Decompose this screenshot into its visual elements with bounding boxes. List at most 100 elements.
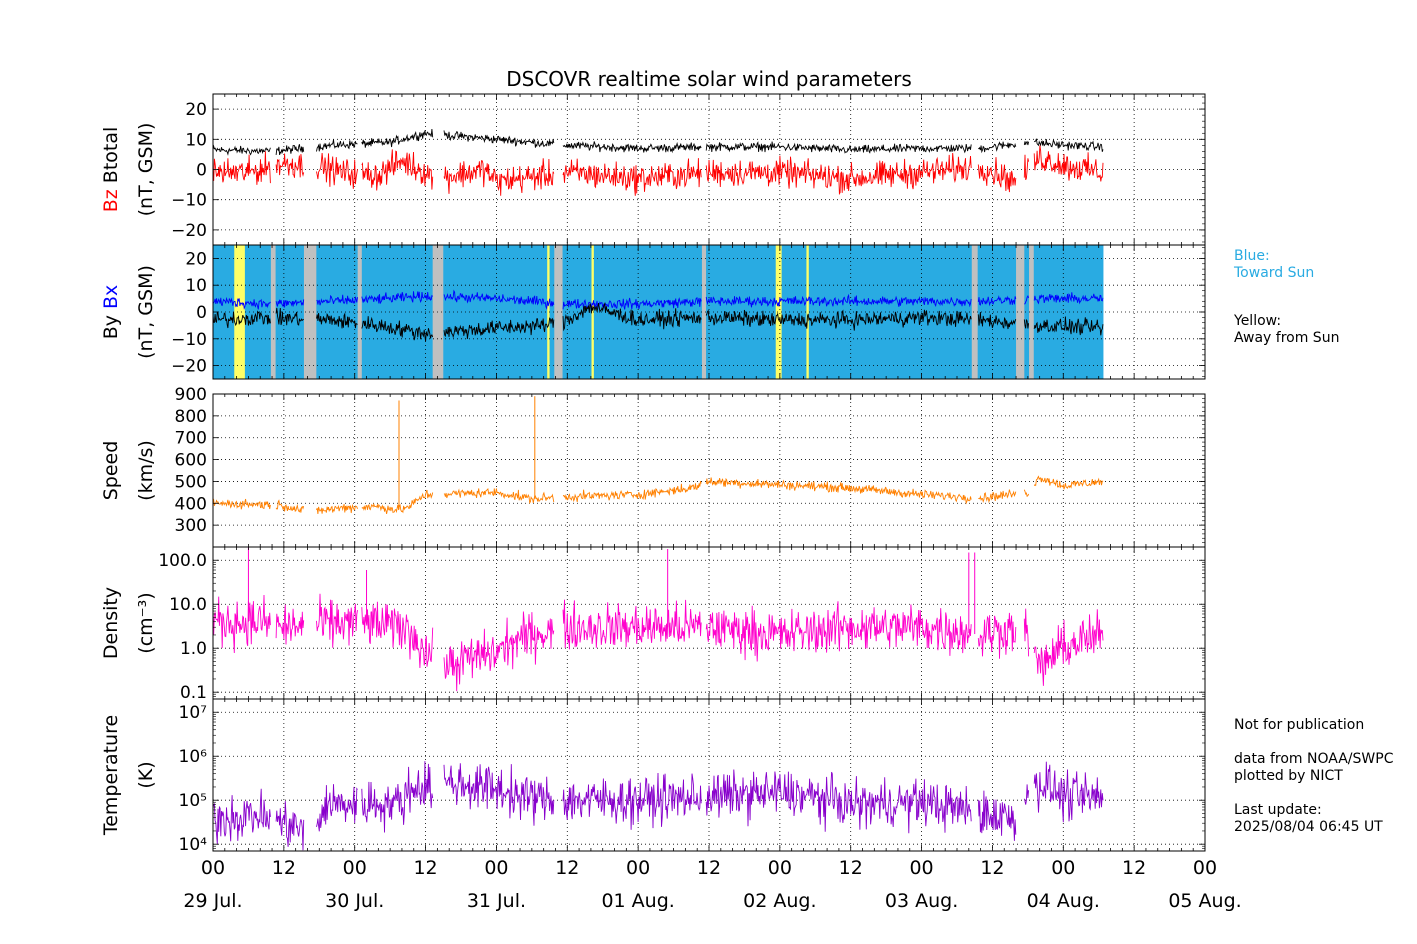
- series-btotal-line: [212, 128, 1104, 156]
- legend-blue-label: Blue:: [1234, 248, 1270, 264]
- date-label: 05 Aug.: [1168, 890, 1241, 912]
- x-tick-label: 12: [413, 857, 437, 879]
- y-tick-label: 10⁶: [179, 747, 208, 767]
- series-speed-line: [212, 475, 1104, 515]
- y-axis-label-part: By: [100, 315, 122, 339]
- date-label: 31 Jul.: [467, 890, 526, 912]
- y-tick-label: 10⁵: [179, 791, 207, 811]
- y-axis-label-part: Bx: [100, 285, 122, 315]
- x-tick-label: 00: [484, 857, 508, 879]
- y-axis-label-line1: Density: [100, 587, 122, 659]
- last-update-label: Last update:: [1234, 802, 1322, 818]
- x-tick-label: 12: [980, 857, 1004, 879]
- date-label: 29 Jul.: [183, 890, 242, 912]
- no-data-sector: [357, 245, 362, 379]
- date-label: 03 Aug.: [885, 890, 958, 912]
- last-update-value: 2025/08/04 06:45 UT: [1234, 819, 1383, 835]
- y-tick-label: 700: [175, 429, 207, 449]
- legend-yellow-text: Away from Sun: [1234, 330, 1340, 346]
- y-axis-label-line2: (K): [135, 761, 157, 788]
- footer-notes: Not for publication data from NOAA/SWPC …: [1234, 717, 1393, 836]
- y-tick-label: −20: [171, 357, 207, 377]
- y-tick-label: 500: [175, 472, 207, 492]
- y-tick-label: 10: [185, 276, 207, 296]
- y-axis-label-line1: By Bx: [100, 285, 122, 340]
- y-axis-label-line1: Bz Btotal: [100, 127, 122, 213]
- y-tick-label: 100.0: [158, 551, 207, 571]
- x-tick-label: 12: [839, 857, 863, 879]
- date-label: 30 Jul.: [325, 890, 384, 912]
- away-sun-sector: [775, 245, 782, 379]
- legend-yellow-label: Yellow:: [1234, 313, 1282, 329]
- panel-temperature: 10⁴ 10⁵ 10⁶ 10⁷ Temperature (K): [100, 698, 1206, 855]
- panel-density: 0.1 1.0 10.0 100.0 Density (cm⁻³): [100, 546, 1206, 703]
- date-label: 02 Aug.: [743, 890, 816, 912]
- y-tick-label: −10: [171, 191, 207, 211]
- y-tick-label: 10: [185, 130, 207, 150]
- no-data-sector: [971, 245, 978, 379]
- publication-note: Not for publication: [1234, 717, 1365, 733]
- y-tick-label: 10⁴: [179, 835, 208, 855]
- chart-title: DSCOVR realtime solar wind parameters: [506, 67, 912, 91]
- no-data-sector: [554, 245, 563, 379]
- away-sun-sector: [234, 245, 245, 379]
- date-label: 04 Aug.: [1027, 890, 1100, 912]
- x-tick-label: 12: [697, 857, 721, 879]
- away-sun-sector: [806, 245, 809, 379]
- y-axis-label-line1: Speed: [100, 441, 122, 501]
- x-tick-label: 00: [1193, 857, 1217, 879]
- x-tick-label: 00: [1051, 857, 1075, 879]
- y-tick-label: 20: [185, 100, 207, 120]
- y-tick-label: 20: [185, 249, 207, 269]
- y-tick-label: 600: [175, 451, 207, 471]
- series-by-line: [212, 301, 1104, 342]
- y-tick-label: 300: [175, 516, 207, 536]
- y-tick-label: −20: [171, 221, 207, 241]
- x-tick-label: 12: [1122, 857, 1146, 879]
- x-tick-label: 12: [555, 857, 579, 879]
- x-tick-label: 00: [201, 857, 225, 879]
- date-label: 01 Aug.: [601, 890, 674, 912]
- x-axis: 00 12 00 12 00 12 00 12 00 12 00 12 00 12 00 29 Jul. 30 …: [183, 857, 1241, 912]
- y-axis-label-line2: (nT, GSM): [135, 123, 157, 217]
- series-density-line: [212, 593, 1104, 692]
- no-data-sector: [1016, 245, 1025, 379]
- x-tick-label: 00: [909, 857, 933, 879]
- data-source-note: data from NOAA/SWPC: [1234, 751, 1394, 767]
- y-tick-label: 10⁷: [179, 703, 208, 723]
- imf-legend: Blue: Toward Sun Yellow: Away from Sun: [1234, 248, 1339, 347]
- y-tick-label: 400: [175, 494, 207, 514]
- y-tick-label: 0: [196, 303, 207, 323]
- y-tick-label: 900: [175, 385, 207, 405]
- x-tick-label: 12: [272, 857, 296, 879]
- no-data-sector: [1029, 245, 1034, 379]
- legend-blue-text: Toward Sun: [1234, 265, 1315, 281]
- y-tick-label: 0: [196, 161, 207, 181]
- y-axis-label-line1: Temperature: [100, 715, 122, 836]
- panel-bxby: −20 −10 0 10 20 By Bx (nT, GSM): [100, 244, 1206, 380]
- away-sun-sector: [591, 245, 594, 379]
- series-bx-line: [212, 289, 1104, 310]
- panel-mag: −20 −10 0 10 20 Bz Btotal (nT, GSM): [100, 93, 1206, 246]
- x-tick-label: 00: [768, 857, 792, 879]
- y-tick-label: 0.1: [180, 683, 207, 703]
- y-axis-label-line2: (cm⁻³): [135, 592, 157, 653]
- y-tick-label: −10: [171, 330, 207, 350]
- y-axis-label-part: Btotal: [100, 127, 122, 190]
- series-temperature-line: [212, 761, 1104, 851]
- no-data-sector: [303, 245, 317, 379]
- plotted-by-note: plotted by NICT: [1234, 768, 1343, 784]
- y-axis-label-line2: (km/s): [135, 440, 157, 501]
- series-bz-line: [212, 145, 1104, 196]
- y-axis-label-part: Bz: [100, 189, 122, 212]
- y-tick-label: 800: [175, 407, 207, 427]
- x-tick-label: 00: [626, 857, 650, 879]
- y-tick-label: 10.0: [169, 595, 207, 615]
- no-data-sector: [701, 245, 707, 379]
- y-tick-label: 1.0: [180, 639, 207, 659]
- away-sun-sector: [547, 245, 550, 379]
- x-tick-label: 00: [343, 857, 367, 879]
- y-axis-label-line2: (nT, GSM): [135, 265, 157, 359]
